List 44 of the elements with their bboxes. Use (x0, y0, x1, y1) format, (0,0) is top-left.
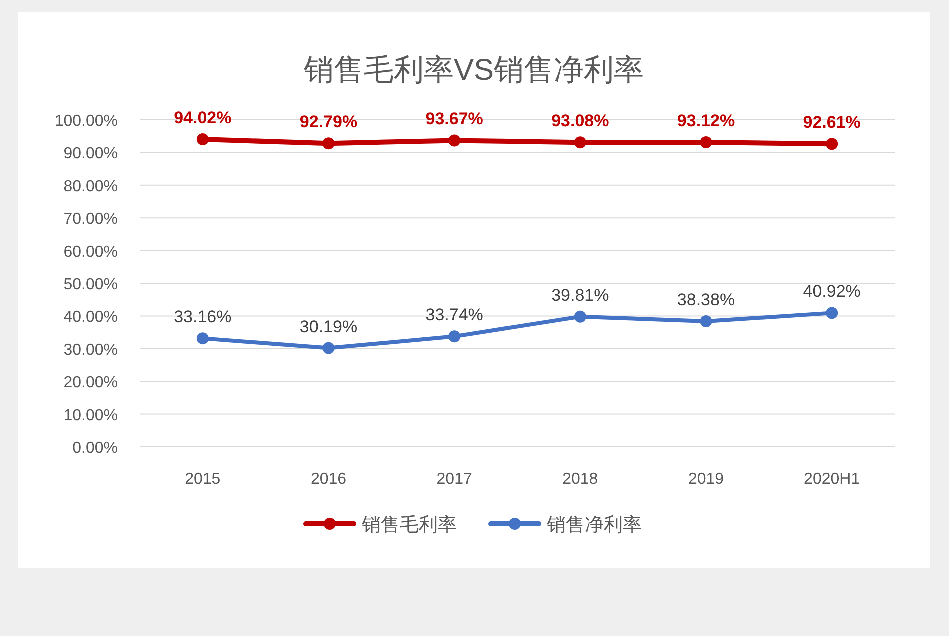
point (196, 134, 209, 146)
point (826, 307, 838, 320)
legend-label: 销售净利率 (546, 514, 642, 536)
data-label: 38.38% (677, 290, 736, 310)
point (448, 330, 461, 343)
data-label: 33.16% (174, 308, 232, 327)
y-tick-label: 90.00% (64, 146, 118, 163)
data-label: 94.02% (174, 108, 232, 128)
chart-title: 销售毛利率VS销售净利率 (302, 54, 644, 87)
data-label: 92.79% (300, 112, 358, 132)
data-label: 39.81% (552, 286, 610, 305)
y-tick-label: 80.00% (64, 178, 118, 196)
data-label: 93.67% (426, 110, 484, 129)
data-label: 30.19% (300, 317, 358, 336)
x-tick-label: 2017 (436, 471, 472, 488)
x-tick-label: 2018 (562, 471, 598, 488)
point (322, 138, 335, 150)
point (196, 332, 209, 345)
point (574, 136, 586, 149)
point (700, 315, 712, 328)
y-tick-label: 100.00% (54, 113, 118, 130)
data-label: 92.61% (803, 113, 861, 132)
data-label: 93.12% (677, 112, 736, 130)
data-label: 33.74% (426, 306, 484, 325)
point (448, 134, 461, 147)
x-tick-label: 2019 (688, 471, 724, 488)
x-tick-label: 2020H1 (804, 471, 860, 488)
point (826, 138, 838, 150)
data-label: 93.08% (552, 112, 610, 131)
y-tick-label: 50.00% (64, 276, 118, 294)
y-tick-label: 20.00% (64, 374, 118, 392)
y-tick-label: 0.00% (72, 440, 118, 457)
point (322, 342, 335, 354)
point (700, 136, 712, 148)
x-tick-label: 2016 (310, 471, 347, 488)
y-tick-label: 40.00% (64, 309, 118, 326)
y-tick-label: 70.00% (64, 211, 118, 228)
point (574, 310, 586, 323)
x-tick-label: 2015 (185, 471, 221, 488)
y-tick-label: 30.00% (64, 342, 118, 359)
y-tick-label: 10.00% (64, 407, 118, 424)
y-tick-label: 60.00% (64, 244, 118, 261)
data-label: 40.92% (803, 282, 861, 302)
legend-label: 销售毛利率 (361, 514, 457, 536)
